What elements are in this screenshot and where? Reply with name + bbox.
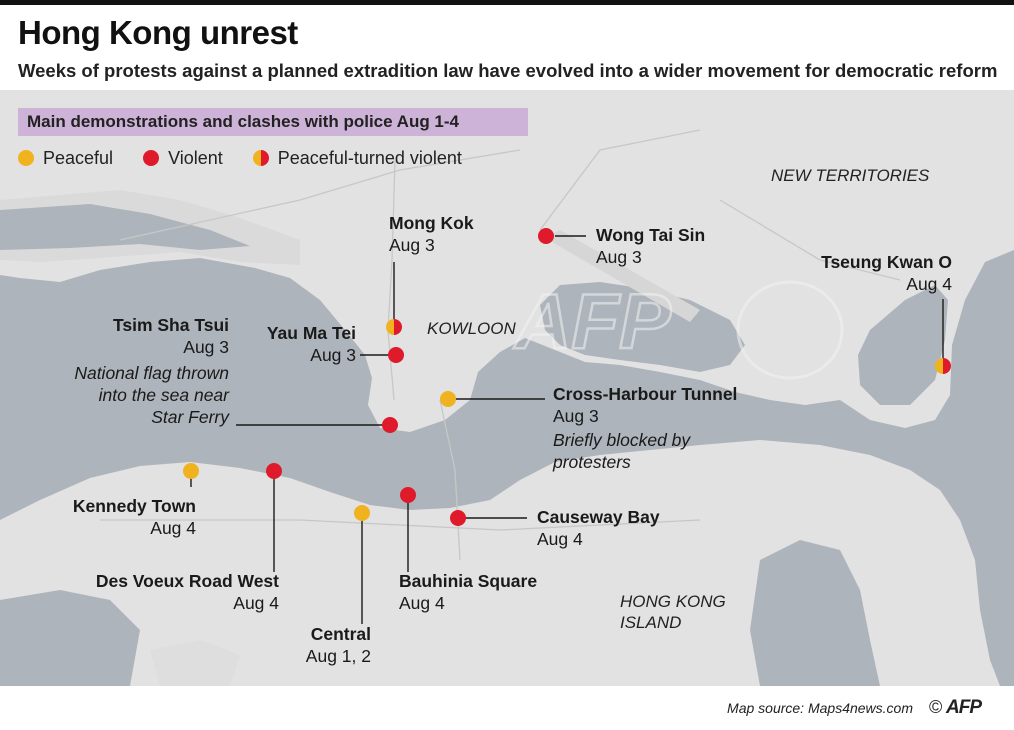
marker-tseung-kwan-o	[935, 358, 951, 374]
place-note: protesters	[553, 452, 631, 472]
area-label-hk-island: HONG KONG ISLAND	[620, 591, 726, 633]
legend-label: Peaceful-turned violent	[277, 147, 462, 168]
islet	[150, 640, 240, 686]
place-name: Mong Kok	[389, 213, 474, 233]
place-label-bauhinia-square: Bauhinia Square Aug 4	[399, 570, 537, 614]
area-label-line: ISLAND	[620, 613, 682, 632]
marker-mong-kok	[386, 319, 402, 335]
place-label-wong-tai-sin: Wong Tai Sin Aug 3	[596, 224, 705, 268]
area-label-line: HONG KONG	[620, 592, 726, 611]
place-date: Aug 3	[389, 235, 435, 255]
legend-item-mixed: Peaceful-turned violent	[252, 147, 462, 169]
place-name: Wong Tai Sin	[596, 225, 706, 245]
leader-lines	[190, 235, 944, 624]
place-label-causeway-bay: Causeway Bay Aug 4	[537, 506, 660, 550]
place-name: Causeway Bay	[537, 507, 660, 527]
map-source: Map source: Maps4news.com	[727, 700, 913, 716]
water-rambler	[0, 204, 250, 250]
marker-bauhinia-square	[400, 487, 416, 503]
place-date: Aug 3	[553, 406, 599, 426]
place-name: Kennedy Town	[72, 496, 196, 516]
marker-tsim-sha-tsui	[382, 417, 398, 433]
footer	[0, 686, 1014, 730]
place-name: Central	[310, 624, 371, 644]
place-date: Aug 4	[399, 593, 445, 613]
place-label-kennedy-town: Kennedy Town Aug 4	[73, 495, 196, 539]
place-date: Aug 4	[150, 518, 196, 538]
roads	[100, 129, 901, 561]
place-name: Bauhinia Square	[399, 571, 538, 591]
place-date: Aug 4	[233, 593, 279, 613]
water-tko-bay	[858, 285, 948, 405]
legend-label: Violent	[168, 147, 223, 168]
area-label-kowloon: KOWLOON	[427, 319, 516, 338]
place-note: Star Ferry	[151, 407, 229, 427]
page-title: Hong Kong unrest	[18, 14, 298, 51]
place-name: Tseung Kwan O	[821, 252, 952, 272]
legend-item-peaceful: Peaceful	[18, 148, 113, 169]
place-label-tsim-sha-tsui: Tsim Sha Tsui Aug 3 National flag thrown…	[74, 314, 229, 428]
place-label-cross-harbour-tunnel: Cross-Harbour Tunnel Aug 3 Briefly block…	[553, 383, 737, 473]
svg-text:AFP: AFP	[513, 277, 672, 365]
water-south	[0, 590, 140, 686]
peaceful-dot-icon	[18, 150, 34, 166]
page-subtitle: Weeks of protests against a planned extr…	[18, 60, 998, 81]
map-canvas: AFP	[0, 90, 1014, 686]
place-name: Yau Ma Tei	[266, 323, 356, 343]
place-label-tseung-kwan-o: Tseung Kwan O Aug 4	[821, 251, 952, 295]
place-name: Tsim Sha Tsui	[112, 315, 229, 335]
marker-cross-harbour-tunnel	[440, 391, 456, 407]
legend-title: Main demonstrations and clashes with pol…	[18, 108, 528, 136]
place-date: Aug 3	[310, 345, 356, 365]
place-date: Aug 4	[906, 274, 952, 294]
marker-yau-ma-tei	[388, 347, 404, 363]
place-date: Aug 4	[537, 529, 583, 549]
mixed-dot-icon	[252, 150, 269, 166]
afp-watermark: AFP	[512, 276, 844, 380]
map: AFP	[0, 90, 1014, 686]
runway	[545, 230, 700, 322]
place-date: Aug 1, 2	[305, 646, 371, 666]
place-name: Des Voeux Road West	[95, 571, 279, 591]
place-note: Briefly blocked by	[553, 430, 691, 450]
marker-central	[354, 505, 370, 521]
place-note: National flag thrown	[74, 363, 229, 383]
area-label-new-territories: NEW TERRITORIES	[771, 166, 930, 185]
place-label-central: Central Aug 1, 2	[306, 623, 371, 667]
legend-label: Peaceful	[43, 147, 114, 168]
marker-des-voeux-road-west	[266, 463, 282, 479]
marker-kennedy-town	[183, 463, 199, 479]
place-date: Aug 3	[183, 337, 229, 357]
legend-item-violent: Violent	[143, 148, 223, 169]
place-label-des-voeux-road-west: Des Voeux Road West Aug 4	[96, 570, 279, 614]
legend: Peaceful Violent Peaceful-turned violent	[18, 146, 492, 170]
land-hk-island	[0, 440, 1000, 686]
water-east-bay	[750, 540, 880, 686]
afp-logo: AFP	[946, 697, 982, 718]
place-label-yau-ma-tei: Yau Ma Tei Aug 3	[267, 322, 356, 366]
copyright-icon: ©	[929, 697, 943, 717]
water-kowloon-bay	[540, 282, 745, 372]
land-kowloon-nt	[0, 90, 1014, 432]
marker-causeway-bay	[450, 510, 466, 526]
top-rule	[0, 0, 1014, 5]
place-date: Aug 3	[596, 247, 642, 267]
place-note: into the sea near	[98, 385, 229, 405]
place-name: Cross-Harbour Tunnel	[553, 384, 738, 404]
violent-dot-icon	[143, 150, 160, 166]
marker-wong-tai-sin	[538, 228, 554, 244]
event-markers	[183, 228, 951, 526]
place-label-mong-kok: Mong Kok Aug 3	[389, 212, 474, 256]
